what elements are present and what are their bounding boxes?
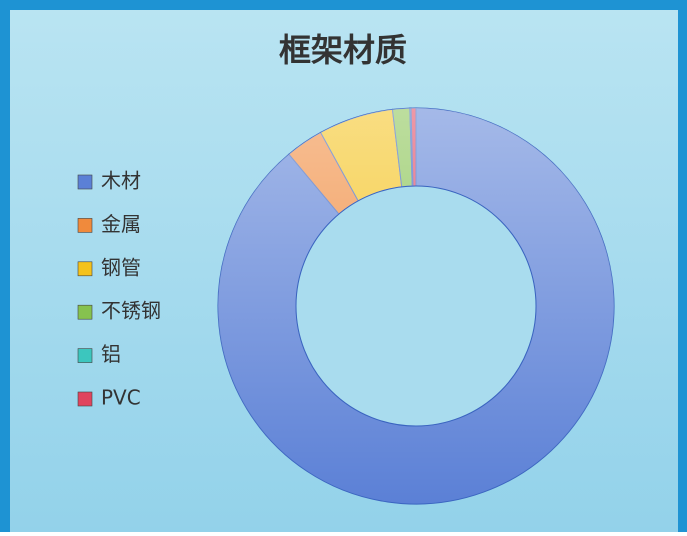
legend-swatch: [78, 262, 92, 276]
page: {"chart_data": {"type": "donut", "title"…: [0, 0, 687, 532]
legend-label: 木材: [101, 169, 141, 193]
legend-label: 钢管: [101, 255, 141, 279]
legend-label: 金属: [101, 212, 141, 236]
chart-title: 框架材质: [279, 31, 407, 69]
legend-swatch: [78, 175, 92, 189]
donut-hole: [296, 186, 536, 426]
donut: [218, 108, 614, 504]
legend-label: PVC: [101, 386, 141, 410]
legend-label: 铝: [101, 342, 121, 366]
legend-label: 不锈钢: [101, 299, 161, 323]
chart: 框架材质 木材金属钢管不锈钢铝 PVC: [0, 0, 687, 532]
legend-swatch: [78, 305, 92, 319]
legend-swatch: [78, 218, 92, 232]
legend-swatch: [78, 392, 92, 406]
legend-swatch: [78, 349, 92, 363]
